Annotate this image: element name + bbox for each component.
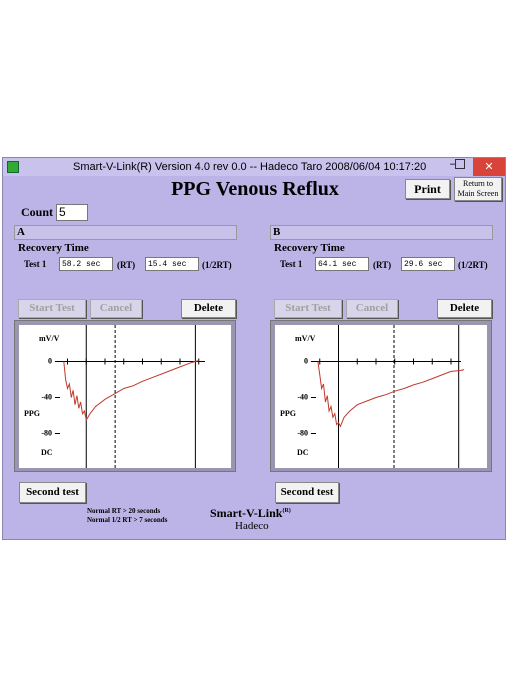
brand-mark: (R) [282,508,291,514]
side-label: PPG [24,409,40,418]
close[interactable]: ✕ [473,158,505,176]
app-icon [7,161,19,173]
brand-name: Smart-V-Link [210,506,283,520]
test-label: Test 1 [280,259,303,269]
count-label: Count [21,205,54,219]
button: Start Test [18,299,86,318]
y-axis-label: mV/V [295,334,316,343]
y-tick-label: -40 [41,392,52,401]
panel-header: A [14,225,237,240]
button: Start Test [274,299,342,318]
rt-input[interactable]: 64.1 sec [315,257,369,271]
ppg-curve [63,360,199,422]
panel-header: B [270,225,493,240]
y-axis-label: mV/V [39,334,60,343]
chart: mV/V PPG DC 0 -40 -80 [275,325,487,468]
button[interactable]: Delete [437,299,492,318]
section-label: Recovery Time [274,242,345,254]
minimize[interactable]: – [449,158,457,170]
brand: Smart-V-Link(R) [210,506,291,521]
half-rt-input[interactable]: 29.6 sec [401,257,455,271]
y-tick-label: -40 [297,392,308,401]
notes: Normal RT > 20 seconds Normal 1/2 RT > 7… [87,507,167,525]
half-rt-input[interactable]: 15.4 sec [145,257,199,271]
section-label: Recovery Time [18,242,89,254]
note: Normal RT > 20 seconds [87,507,161,515]
side-label: PPG [280,409,296,418]
maximize[interactable] [455,159,465,169]
rt-label: (RT) [373,260,392,270]
half-rt-label: (1/2RT) [202,260,232,270]
chart: mV/V PPG DC 0 -40 -80 [19,325,231,468]
second-test-button[interactable]: Second test [19,482,86,503]
title-bar: Smart-V-Link(R) Version 4.0 rev 0.0 -- H… [3,158,505,176]
button: Cancel [346,299,398,318]
second-test-button[interactable]: Second test [275,482,339,503]
y-tick-label: 0 [48,356,52,365]
page-title: PPG Venous Reflux [171,178,339,200]
side-label: DC [297,448,309,457]
button[interactable]: Delete [181,299,236,318]
y-tick-label: -80 [41,428,52,437]
side-label: DC [41,448,53,457]
ppg-curve [317,361,465,428]
rt-label: (RT) [117,260,136,270]
button: Cancel [90,299,142,318]
rt-input[interactable]: 58.2 sec [59,257,113,271]
window-title: Smart-V-Link(R) Version 4.0 rev 0.0 -- H… [73,161,427,173]
count-input[interactable]: 5 [56,204,88,221]
note: Normal 1/2 RT > 7 seconds [87,516,168,524]
y-tick-label: -80 [297,428,308,437]
y-tick-label: 0 [304,356,308,365]
half-rt-label: (1/2RT) [458,260,488,270]
test-label: Test 1 [24,259,47,269]
print-button[interactable]: Print [405,179,450,199]
return-button[interactable]: Return to Main Screen [454,177,502,201]
company: Hadeco [235,520,269,532]
